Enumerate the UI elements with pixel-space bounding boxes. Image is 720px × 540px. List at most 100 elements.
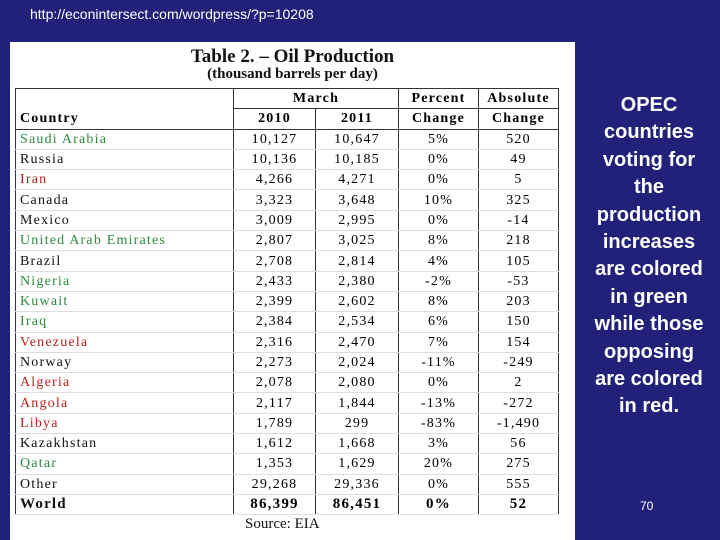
table-cell: 2,273	[233, 352, 316, 374]
table-cell: 52	[478, 494, 559, 516]
table-cell: 86,399	[233, 494, 316, 516]
table-cell: 203	[478, 291, 559, 313]
note-line: while those	[594, 313, 704, 336]
table-cell: 10%	[398, 189, 479, 211]
table-cell: 2,807	[233, 230, 316, 252]
table-cell: Kuwait	[15, 291, 234, 313]
page-number: 70	[640, 499, 654, 513]
header-cell: 2011	[315, 108, 399, 130]
table-cell: 3,323	[233, 189, 316, 211]
table-cell: 218	[478, 230, 559, 252]
table-cell: 86,451	[315, 494, 399, 516]
table-cell: 29,336	[315, 474, 399, 495]
table-cell: 10,127	[233, 129, 316, 150]
table-cell: 8%	[398, 230, 479, 252]
table-cell: 2,024	[315, 352, 399, 374]
table-cell: 2,470	[315, 332, 399, 353]
table-cell: 5	[478, 169, 559, 191]
table-cell: 2,534	[315, 311, 399, 333]
table-cell: 325	[478, 189, 559, 211]
header-cell: Percent	[398, 87, 479, 110]
table-cell: 0%	[398, 494, 479, 516]
table-row: Russia 10,136 10,185 0% 49	[15, 149, 559, 171]
table-row: Qatar 1,353 1,629 20% 275	[15, 453, 559, 475]
table-cell: 20%	[398, 453, 479, 475]
table-cell: 2,384	[233, 311, 316, 333]
note-line: are colored	[595, 368, 703, 391]
table-cell: 555	[478, 474, 559, 495]
table-row: Other 29,268 29,336 0% 555	[15, 474, 559, 495]
table-cell: Canada	[15, 189, 234, 211]
table-subtitle: (thousand barrels per day)	[207, 66, 378, 82]
table-cell: 2,995	[315, 210, 399, 232]
table-row: World 86,399 86,451 0% 52	[15, 494, 559, 516]
table-cell: Mexico	[15, 210, 234, 232]
table-cell: 2,814	[315, 250, 399, 272]
table-cell: -11%	[398, 352, 479, 374]
note-line: countries	[603, 121, 695, 144]
table-row: Kuwait 2,399 2,602 8% 203	[15, 291, 559, 313]
table-cell: 0%	[398, 169, 479, 191]
table-cell: 154	[478, 332, 559, 353]
table-cell: 3%	[398, 433, 479, 455]
table-cell: Saudi Arabia	[15, 129, 234, 150]
table-cell: 0%	[398, 372, 479, 394]
header-cell: Change	[478, 108, 559, 130]
table-cell: 150	[478, 311, 559, 333]
table-row: Libya 1,789 299 -83% -1,490	[15, 413, 559, 435]
table-cell: 3,009	[233, 210, 316, 232]
table-cell: 10,136	[233, 149, 316, 171]
table-cell: Nigeria	[15, 271, 234, 292]
table-cell: 10,185	[315, 149, 399, 171]
header-cell: Absolute	[478, 87, 559, 110]
table-cell: 4,266	[233, 169, 316, 191]
table-cell: -53	[478, 271, 559, 292]
url: http://econintersect.com/wordpress/?p=10…	[30, 6, 314, 22]
table-cell: 2,399	[233, 291, 316, 313]
table-cell: Angola	[15, 392, 234, 414]
table-cell: Iraq	[15, 311, 234, 333]
table-cell: -2%	[398, 271, 479, 292]
table-cell: Qatar	[15, 453, 234, 475]
note-line: in green	[610, 285, 688, 308]
note-line: production	[596, 203, 702, 226]
note-line: opposing	[604, 340, 694, 363]
table-cell: 2,117	[233, 392, 316, 414]
note-line: the	[634, 176, 664, 199]
note: OPEC countries voting for the production incr…	[578, 92, 720, 421]
table-cell: -249	[478, 352, 559, 374]
table-cell: 105	[478, 250, 559, 272]
table-cell: Libya	[15, 413, 234, 435]
source: Source: EIA	[245, 516, 320, 532]
header-row: March Percent Absolute	[15, 87, 559, 110]
table-cell: Norway	[15, 352, 234, 374]
table-cell: -1,490	[478, 413, 559, 435]
table-row: Kazakhstan 1,612 1,668 3% 56	[15, 433, 559, 455]
table-cell: 2,316	[233, 332, 316, 353]
table-cell: Brazil	[15, 250, 234, 272]
table-cell: 2,708	[233, 250, 316, 272]
table-row: Angola 2,117 1,844 -13% -272	[15, 392, 559, 414]
table-cell: 29,268	[233, 474, 316, 495]
table-cell: -13%	[398, 392, 479, 414]
table-row: Saudi Arabia 10,127 10,647 5% 520	[15, 129, 559, 150]
table-cell: 0%	[398, 210, 479, 232]
header-row: Country 2010 2011 Change Change	[15, 108, 559, 130]
table-cell: 1,668	[315, 433, 399, 455]
table-cell: 5%	[398, 129, 479, 150]
note-line: voting for	[602, 148, 696, 171]
note-line: increases	[602, 231, 696, 254]
table-cell: -83%	[398, 413, 479, 435]
table-row: Algeria 2,078 2,080 0% 2	[15, 372, 559, 394]
table-cell: 520	[478, 129, 559, 150]
header-cell	[15, 87, 234, 109]
table-cell: 2	[478, 372, 559, 394]
table-cell: 0%	[398, 474, 479, 495]
table-cell: 3,648	[315, 189, 399, 211]
table-cell: 0%	[398, 149, 479, 171]
table-cell: Russia	[15, 149, 234, 171]
table-cell: 1,353	[233, 453, 316, 475]
header-cell: Change	[398, 108, 479, 130]
note-line: OPEC	[620, 94, 678, 116]
